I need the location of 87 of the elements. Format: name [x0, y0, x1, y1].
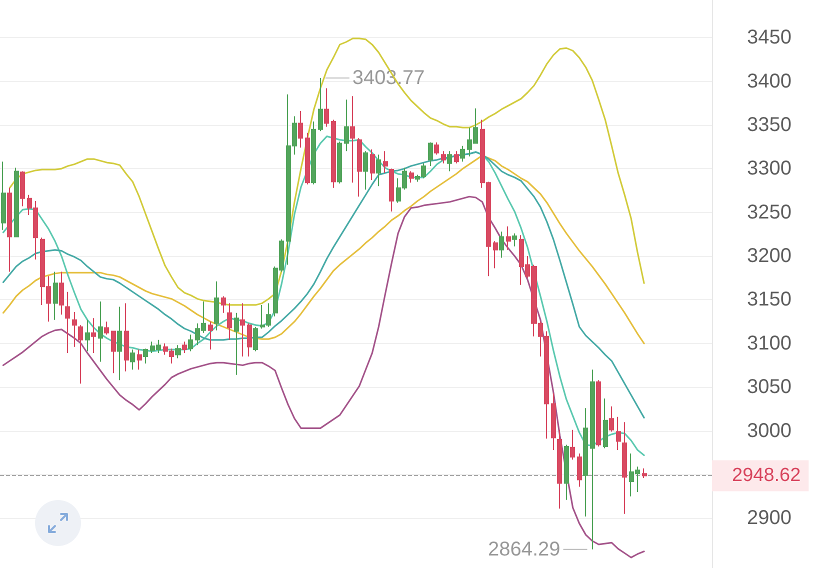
- candlestick: [182, 341, 187, 354]
- candlestick: [350, 96, 355, 184]
- candlestick: [428, 142, 433, 167]
- candlestick: [363, 150, 368, 190]
- candlestick: [441, 150, 446, 164]
- candlestick: [20, 170, 25, 207]
- ref-line-label: 2948.62: [732, 465, 801, 486]
- y-tick-label: 3200: [747, 245, 792, 268]
- candlestick: [499, 231, 504, 258]
- candlestick: [91, 318, 96, 354]
- candlestick: [590, 369, 595, 550]
- y-tick-label: 2900: [747, 507, 792, 530]
- y-tick-label: 3050: [747, 376, 792, 398]
- y-tick-label: 3250: [747, 201, 792, 224]
- candlestick: [389, 168, 394, 212]
- line-series: [2, 136, 645, 456]
- candlestick: [65, 291, 70, 354]
- line-series: [2, 196, 645, 558]
- candlestick: [234, 312, 239, 376]
- y-tick-label: 3350: [747, 114, 792, 136]
- candlestick: [318, 77, 323, 132]
- candlestick: [311, 120, 316, 185]
- candlestick: [221, 296, 226, 314]
- candlestick: [1, 161, 6, 230]
- candlestick: [603, 398, 608, 449]
- candlestick: [124, 302, 129, 372]
- y-tick-label: 3300: [747, 158, 792, 180]
- y-tick-label: 3400: [747, 70, 792, 92]
- candlestick: [324, 88, 329, 128]
- candlestick: [344, 99, 349, 152]
- candlestick: [454, 150, 459, 164]
- candlestick: [14, 167, 19, 238]
- candlestick: [577, 453, 582, 488]
- candlestick: [7, 187, 12, 272]
- candlestick: [357, 138, 362, 198]
- candlestick: [409, 170, 414, 184]
- candlestick: [564, 444, 569, 500]
- annotation: 2864.29: [488, 538, 560, 560]
- candlestick: [596, 380, 601, 448]
- line-series: [2, 151, 645, 418]
- candlestick: [642, 468, 647, 478]
- y-tick-label: 3000: [747, 420, 792, 442]
- candlestick: [130, 349, 135, 370]
- candlestick: [78, 324, 83, 384]
- candlestick: [609, 406, 614, 432]
- candlestick: [434, 142, 439, 156]
- candlestick: [59, 271, 64, 316]
- candlestick: [557, 429, 562, 510]
- candlestick: [175, 344, 181, 359]
- candlestick: [583, 408, 588, 517]
- candlestick: [208, 321, 213, 350]
- candlestick: [460, 145, 465, 162]
- candlestick: [253, 326, 258, 352]
- candlestick: [376, 154, 381, 187]
- y-tick-label: 3450: [747, 26, 792, 49]
- candlestick: [493, 240, 498, 269]
- candlestick: [227, 302, 232, 340]
- y-tick-label: 3100: [747, 332, 792, 354]
- y-tick-label: 3150: [747, 288, 792, 311]
- candlestick: [240, 302, 245, 358]
- candlestick: [247, 322, 252, 358]
- candlestick: [570, 429, 575, 460]
- candlestick: [331, 119, 336, 188]
- candlestick: [512, 232, 517, 247]
- candlestick: [370, 148, 375, 181]
- candlestick: [337, 141, 342, 184]
- candlestick: [137, 349, 142, 370]
- candlestick: [104, 321, 109, 336]
- candlestick: [111, 330, 116, 374]
- candlestick: [53, 271, 58, 320]
- candlestick: [298, 110, 303, 148]
- candlestick: [188, 334, 193, 352]
- line-series: [2, 154, 645, 344]
- candlestick: [506, 226, 511, 250]
- candlestick: [447, 150, 452, 172]
- candlestick: [72, 311, 77, 348]
- candlestick: [85, 319, 90, 352]
- line-series: [8, 38, 645, 306]
- candlestick: [305, 132, 310, 185]
- candlestick: [214, 280, 219, 331]
- candlestick: [117, 306, 122, 381]
- candlestick: [616, 416, 621, 451]
- candlestick: [383, 150, 388, 174]
- candlestick: [551, 392, 556, 451]
- candlestick: [143, 348, 148, 364]
- candlestick: [98, 300, 103, 362]
- candlestick: [622, 422, 627, 514]
